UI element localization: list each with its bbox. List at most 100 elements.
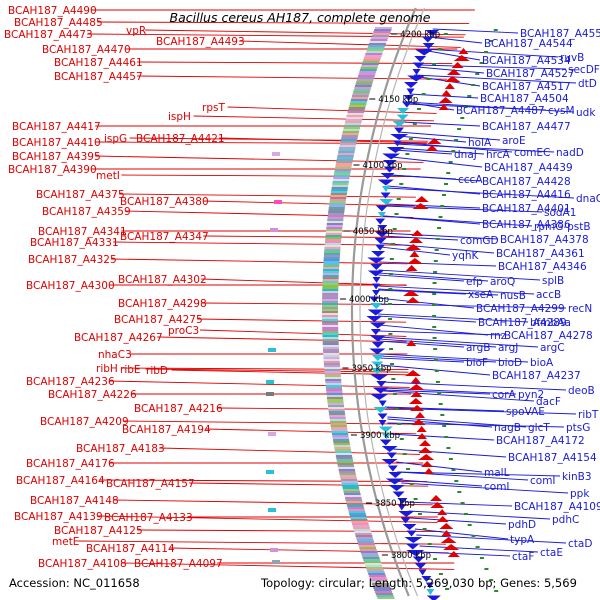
right-connector [378, 340, 465, 348]
right-connector [379, 353, 529, 363]
right-gene-label: malL [484, 467, 510, 479]
right-gene-label: BCAH187_A4527 [486, 68, 575, 80]
left-gene-label: BCAH187_A4226 [48, 389, 137, 401]
left-gene-label: BCAH187_A4097 [134, 558, 223, 570]
gene-arrow-right-strand [372, 277, 381, 283]
left-connector [95, 155, 424, 163]
right-gene-label: accB [536, 289, 561, 301]
left-gene-label: BCAH187_A4410 [12, 137, 101, 149]
left-gene-label: BCAH187_A4194 [122, 424, 211, 436]
right-connector [382, 381, 567, 391]
left-gene-label: vpR [126, 25, 146, 37]
right-connector [398, 131, 501, 141]
left-connector [97, 515, 438, 523]
gene-arrow-right-strand [390, 134, 409, 140]
right-connector [410, 517, 507, 525]
gene-arrow-right-strand [383, 166, 396, 173]
right-gene-label: ctaF [512, 551, 534, 563]
right-gene-label: comEC [514, 147, 550, 159]
left-gene-label: metI [96, 170, 120, 182]
left-connector [199, 329, 407, 337]
right-gene-label: splB [542, 275, 564, 287]
right-gene-label: efp [466, 276, 483, 288]
gene-arrow-left-strand [425, 145, 438, 151]
gene-arrow-left-strand [405, 370, 422, 376]
gene-arrow-right-strand [370, 374, 389, 381]
right-gene-label: xseA [468, 289, 494, 301]
feature-box [272, 152, 280, 156]
right-connector [419, 545, 539, 553]
gene-arrow-right-strand [380, 192, 391, 199]
gene-arrow-left-strand [405, 265, 418, 271]
right-gene-label: BCAH187_A4401 [482, 203, 571, 215]
gene-tracks [266, 7, 499, 600]
left-gene-label: nhaC3 [98, 349, 132, 361]
left-connector [121, 367, 409, 371]
right-gene-label: dnaG [576, 193, 600, 205]
right-connector [378, 330, 503, 336]
right-connector [408, 510, 551, 520]
right-connector [381, 235, 459, 241]
right-connector [378, 269, 541, 281]
gene-arrow-left-strand [412, 203, 429, 209]
right-connector [396, 461, 483, 473]
gene-arrow-right-strand [381, 186, 390, 192]
left-gene-label: BCAH187_A4359 [42, 206, 131, 218]
right-gene-label: comI [484, 481, 510, 493]
right-gene-label: hrcA [486, 149, 511, 161]
right-gene-label: argJ [498, 342, 518, 354]
right-connector [395, 143, 555, 153]
right-gene-label: argB [466, 342, 490, 354]
left-gene-label: BCAH187_A4108 [38, 558, 127, 570]
backbone-inner-line [359, 7, 425, 597]
gene-arrow-right-strand [387, 465, 398, 472]
gene-arrow-left-strand [441, 530, 452, 536]
right-connector [380, 246, 451, 256]
left-gene-label: BCAH187_A4417 [12, 121, 101, 133]
gene-arrow-right-strand [425, 582, 434, 589]
left-gene-label: BCAH187_A4298 [118, 298, 207, 310]
gene-arrow-right-strand [403, 82, 418, 88]
right-connector [416, 534, 567, 544]
gene-arrow-right-strand [402, 524, 417, 530]
gene-arrow-left-strand [410, 377, 421, 383]
right-connector [420, 551, 511, 557]
right-gene-label: BCAH187_A4416 [482, 189, 571, 201]
right-connector [382, 387, 517, 395]
gene-arrow-left-strand [408, 384, 425, 390]
gene-arrow-right-strand [372, 290, 381, 296]
right-gene-label: aroQ [490, 276, 515, 288]
right-gene-label: BCAH187_A4534 [482, 55, 571, 67]
gene-arrow-right-strand [385, 478, 404, 485]
gene-arrow-right-strand [404, 537, 423, 543]
gene-arrow-right-strand [388, 485, 405, 491]
gene-arrow-right-strand [377, 225, 388, 231]
right-gene-label: secDF [568, 64, 600, 76]
gene-arrow-right-strand [376, 381, 387, 387]
left-connector [197, 318, 407, 323]
gene-arrow-left-strand [415, 412, 426, 418]
gene-arrow-right-strand [381, 459, 398, 465]
left-gene-label: BCAH187_A4114 [86, 543, 175, 555]
gene-arrow-right-strand [397, 108, 410, 114]
left-gene-label: BCAH187_A4493 [156, 36, 245, 48]
gene-arrow-right-strand [367, 270, 384, 277]
scale-label: 3850 kbp [375, 499, 415, 509]
scale-label: 4050 kbp [353, 227, 393, 237]
left-connector [123, 420, 416, 425]
right-connector [378, 313, 529, 323]
gene-arrow-left-strand [427, 138, 442, 144]
left-connector [169, 547, 449, 554]
gene-arrow-right-strand [369, 348, 386, 355]
gene-arrow-left-strand [443, 544, 460, 550]
right-connector [378, 289, 467, 295]
right-gene-label: bfmbAa [530, 317, 571, 329]
gene-arrow-left-strand [441, 90, 452, 96]
scale-label: 3950 kbp [351, 364, 391, 374]
gene-arrow-right-strand [407, 75, 426, 82]
right-connector [378, 324, 489, 336]
right-gene-label: pyn2 [518, 389, 544, 401]
right-gene-label: BCAH187_A4237 [492, 370, 581, 382]
right-gene-label: typA [510, 534, 535, 546]
right-connector [401, 121, 481, 127]
